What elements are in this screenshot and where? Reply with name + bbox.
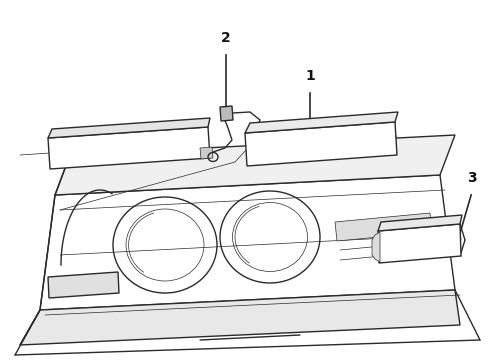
Polygon shape	[200, 147, 213, 159]
Polygon shape	[245, 122, 397, 166]
Polygon shape	[20, 290, 460, 345]
Polygon shape	[378, 215, 462, 231]
Polygon shape	[40, 175, 455, 310]
Polygon shape	[48, 127, 210, 169]
Text: 1: 1	[305, 69, 315, 83]
Polygon shape	[245, 112, 398, 133]
Text: 2: 2	[221, 31, 231, 45]
Polygon shape	[48, 118, 210, 138]
Polygon shape	[335, 213, 432, 241]
Polygon shape	[220, 106, 233, 121]
Text: 3: 3	[467, 171, 477, 185]
Polygon shape	[48, 272, 119, 298]
Polygon shape	[378, 224, 461, 263]
Polygon shape	[372, 232, 380, 262]
Polygon shape	[55, 135, 455, 195]
